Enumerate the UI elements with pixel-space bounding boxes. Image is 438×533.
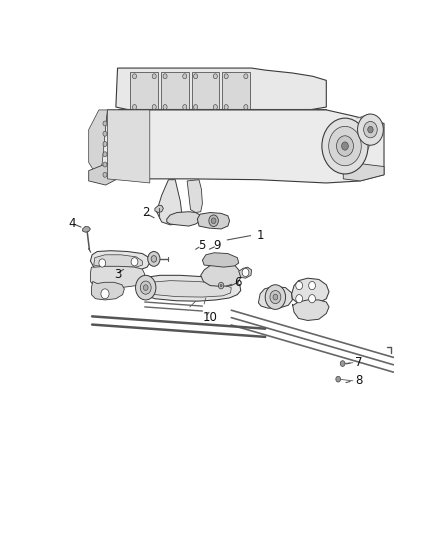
- Circle shape: [143, 285, 148, 290]
- Circle shape: [340, 361, 345, 366]
- Text: 4: 4: [68, 217, 76, 230]
- Polygon shape: [187, 180, 202, 213]
- Polygon shape: [88, 163, 116, 185]
- Circle shape: [368, 126, 373, 133]
- Text: 7: 7: [355, 356, 363, 369]
- Circle shape: [244, 74, 248, 79]
- Text: 6: 6: [234, 276, 241, 289]
- Polygon shape: [293, 300, 329, 320]
- Circle shape: [151, 256, 156, 262]
- Text: 9: 9: [214, 239, 221, 252]
- Circle shape: [103, 142, 107, 147]
- Circle shape: [183, 74, 187, 79]
- Polygon shape: [145, 281, 231, 297]
- Polygon shape: [99, 110, 384, 183]
- Circle shape: [211, 218, 216, 224]
- Circle shape: [103, 162, 107, 167]
- Circle shape: [224, 74, 228, 79]
- Circle shape: [103, 131, 107, 136]
- Circle shape: [209, 215, 219, 227]
- Circle shape: [322, 118, 368, 174]
- Polygon shape: [94, 255, 142, 267]
- Circle shape: [364, 122, 377, 138]
- Circle shape: [183, 104, 187, 109]
- Circle shape: [357, 114, 383, 145]
- Polygon shape: [161, 72, 189, 110]
- Circle shape: [101, 289, 109, 298]
- Polygon shape: [191, 72, 219, 110]
- Polygon shape: [258, 286, 293, 308]
- Circle shape: [244, 104, 248, 109]
- Circle shape: [152, 74, 156, 79]
- Circle shape: [336, 376, 341, 382]
- Circle shape: [194, 74, 198, 79]
- Polygon shape: [92, 281, 124, 300]
- Polygon shape: [83, 227, 90, 232]
- Circle shape: [309, 281, 315, 289]
- Circle shape: [132, 104, 137, 109]
- Circle shape: [140, 281, 151, 294]
- Circle shape: [163, 74, 167, 79]
- Circle shape: [135, 276, 156, 300]
- Circle shape: [103, 121, 107, 126]
- Circle shape: [148, 252, 160, 266]
- Circle shape: [163, 104, 167, 109]
- Circle shape: [270, 290, 281, 304]
- Circle shape: [213, 74, 217, 79]
- Text: 1: 1: [257, 229, 264, 241]
- Polygon shape: [222, 72, 250, 110]
- Circle shape: [131, 257, 138, 266]
- Polygon shape: [167, 212, 201, 226]
- Circle shape: [309, 295, 315, 303]
- Polygon shape: [90, 251, 150, 271]
- Circle shape: [103, 172, 107, 177]
- Polygon shape: [343, 163, 384, 181]
- Circle shape: [194, 104, 198, 109]
- Polygon shape: [131, 72, 158, 110]
- Polygon shape: [156, 180, 182, 225]
- Circle shape: [273, 294, 278, 300]
- Circle shape: [219, 282, 224, 289]
- Circle shape: [296, 281, 303, 289]
- Circle shape: [296, 295, 303, 303]
- Circle shape: [336, 136, 353, 156]
- Polygon shape: [116, 68, 326, 111]
- Polygon shape: [292, 278, 329, 304]
- Polygon shape: [155, 206, 163, 213]
- Circle shape: [224, 104, 228, 109]
- Circle shape: [242, 268, 249, 277]
- Circle shape: [99, 259, 106, 267]
- Circle shape: [213, 104, 217, 109]
- Polygon shape: [88, 110, 107, 179]
- Polygon shape: [107, 110, 150, 183]
- Polygon shape: [90, 266, 145, 288]
- Text: 5: 5: [198, 239, 205, 252]
- Polygon shape: [139, 276, 241, 301]
- Circle shape: [328, 126, 361, 166]
- Circle shape: [103, 152, 107, 157]
- Text: 2: 2: [142, 206, 150, 219]
- Circle shape: [265, 285, 286, 309]
- Polygon shape: [202, 253, 239, 267]
- Circle shape: [220, 284, 222, 287]
- Circle shape: [342, 142, 348, 150]
- Polygon shape: [201, 263, 241, 286]
- Text: 10: 10: [202, 311, 217, 324]
- Text: 3: 3: [114, 268, 121, 280]
- Polygon shape: [239, 267, 251, 278]
- Polygon shape: [197, 213, 230, 229]
- Circle shape: [132, 74, 137, 79]
- Text: 8: 8: [355, 374, 363, 387]
- Circle shape: [152, 104, 156, 109]
